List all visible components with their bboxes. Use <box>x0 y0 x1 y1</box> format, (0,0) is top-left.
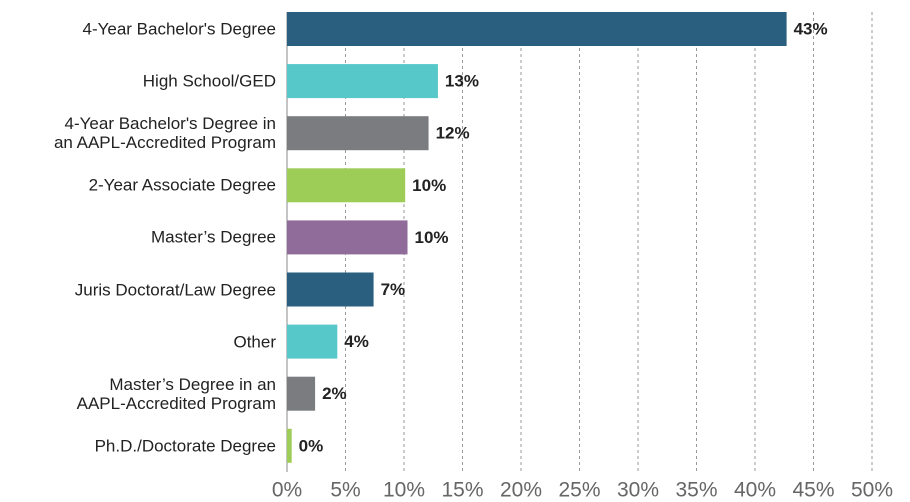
bar <box>287 324 338 359</box>
value-label: 7% <box>381 280 406 299</box>
category-label: Ph.D./Doctorate Degree <box>94 436 276 456</box>
value-label: 2% <box>322 384 347 403</box>
x-tick-label: 30% <box>617 479 659 502</box>
value-label: 0% <box>299 436 324 455</box>
x-tick-label: 50% <box>851 479 893 502</box>
value-label: 43% <box>794 19 828 38</box>
value-label: 4% <box>344 332 369 351</box>
x-tick-label: 20% <box>500 479 542 502</box>
bar <box>287 64 438 99</box>
x-tick-label: 40% <box>734 479 776 502</box>
bar <box>287 12 787 46</box>
value-label: 12% <box>436 124 470 143</box>
bar <box>287 168 406 203</box>
category-label: Juris Doctorat/Law Degree <box>74 280 276 299</box>
value-label: 10% <box>412 176 446 195</box>
bar <box>287 116 429 151</box>
category-label: Master’s Degree <box>150 227 276 247</box>
bar <box>287 376 316 411</box>
category-label: Other <box>233 332 276 352</box>
x-tick-label: 45% <box>792 479 834 502</box>
category-label: 2-Year Associate Degree <box>88 175 276 195</box>
category-label: High School/GED <box>142 71 276 91</box>
x-tick-label: 15% <box>441 479 483 502</box>
category-label: 4-Year Bachelor's Degree in an AAPL-Accr… <box>53 114 276 153</box>
x-tick-label: 5% <box>330 479 360 502</box>
bar <box>287 272 374 307</box>
x-tick-label: 35% <box>675 479 717 502</box>
value-label: 13% <box>445 72 479 91</box>
category-label: 4-Year Bachelor's Degree <box>82 19 276 39</box>
x-tick-label: 0% <box>272 479 302 502</box>
x-tick-label: 25% <box>558 479 600 502</box>
x-tick-label: 10% <box>383 479 425 502</box>
category-label: Master’s Degree in an AAPL-Accredited Pr… <box>76 374 276 413</box>
bar <box>287 428 292 463</box>
bar <box>287 220 408 255</box>
value-label: 10% <box>415 228 449 247</box>
